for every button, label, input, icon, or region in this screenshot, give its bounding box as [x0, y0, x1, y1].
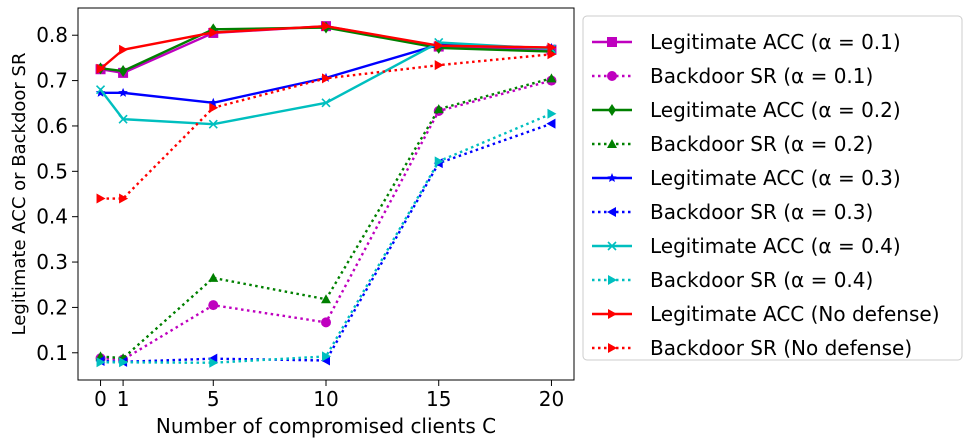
data-point [119, 357, 129, 368]
x-axis: 0 1 5 10 15 20 [94, 380, 564, 411]
legend-item: Legitimate ACC (No defense) [592, 302, 940, 326]
y-tick-label: 0.4 [36, 205, 68, 229]
x-tick-label: 10 [313, 387, 338, 411]
data-point [119, 65, 128, 78]
legend: Legitimate ACC (α = 0.1) Backdoor SR (α =… [582, 15, 963, 361]
legend-label: Legitimate ACC (No defense) [650, 302, 940, 326]
x-tick-label: 15 [426, 387, 451, 411]
x-axis-label: Number of compromised clients C [156, 414, 496, 438]
legend-label: Legitimate ACC (α = 0.2) [650, 98, 901, 122]
series-legitimate-acc-no-defense [96, 21, 557, 74]
y-tick-label: 0.1 [36, 341, 68, 365]
data-point [547, 108, 557, 119]
data-point [208, 272, 219, 282]
data-point [322, 351, 331, 362]
data-point [208, 119, 218, 129]
data-point [118, 87, 128, 97]
data-point [608, 104, 616, 116]
data-point [607, 37, 617, 47]
data-point [546, 73, 557, 83]
data-point [95, 85, 106, 95]
data-point [96, 63, 106, 74]
data-point [119, 193, 129, 204]
y-tick-label: 0.7 [36, 69, 68, 93]
legend-label: Backdoor SR (α = 0.1) [650, 64, 873, 88]
x-tick-label: 0 [94, 387, 107, 411]
legend-label: Legitimate ACC (α = 0.1) [650, 30, 901, 54]
data-point [607, 139, 617, 148]
series-line [99, 41, 552, 126]
data-point [321, 98, 331, 108]
data-point [434, 60, 444, 71]
y-axis-label: Legitimate ACC or Backdoor SR [9, 53, 30, 336]
legend-label: Backdoor SR (No defense) [650, 336, 912, 360]
legend-item: Backdoor SR (α = 0.1) [592, 64, 873, 88]
legend-item: Legitimate ACC (α = 0.3) [592, 166, 901, 190]
series-legitimate-acc-0-4 [95, 37, 557, 129]
data-point [208, 300, 219, 311]
data-point [321, 294, 331, 304]
x-tick-label: 20 [539, 387, 564, 411]
legend-item: Backdoor SR (α = 0.2) [592, 132, 873, 156]
y-tick-label: 0.6 [36, 114, 68, 138]
data-point [547, 49, 557, 60]
y-axis: 0.1 0.2 0.3 0.4 0.5 0.6 0.7 0.8 [36, 23, 78, 365]
y-tick-label: 0.3 [36, 250, 68, 274]
data-point [209, 27, 219, 38]
legend-item: Legitimate ACC (α = 0.4) [592, 234, 901, 258]
data-point [209, 357, 219, 368]
data-point [96, 193, 106, 204]
legend-item: Backdoor SR (α = 0.4) [592, 268, 873, 292]
data-point [95, 87, 106, 97]
legend-label: Backdoor SR (α = 0.2) [650, 132, 873, 156]
data-point [434, 156, 444, 167]
x-tick-label: 5 [207, 387, 220, 411]
legend-item: Legitimate ACC (α = 0.1) [592, 30, 901, 54]
legend-item: Backdoor SR (α = 0.3) [592, 200, 873, 224]
legend-item: Backdoor SR (No defense) [592, 336, 912, 360]
data-point [118, 114, 128, 124]
series-backdoor-sr-0-4 [96, 108, 557, 368]
data-point [608, 275, 617, 285]
data-point [608, 309, 617, 319]
data-point [607, 71, 617, 81]
data-point [119, 44, 129, 55]
data-point [433, 104, 444, 114]
data-point [322, 21, 331, 32]
data-point [321, 317, 331, 328]
data-point [546, 118, 556, 129]
series-layer [95, 21, 557, 368]
legend-label: Legitimate ACC (α = 0.4) [650, 234, 901, 258]
y-tick-label: 0.2 [36, 295, 68, 319]
legend-label: Legitimate ACC (α = 0.3) [650, 166, 901, 190]
legend-frame [582, 15, 963, 361]
x-tick-label: 1 [117, 387, 130, 411]
data-point [208, 97, 219, 107]
legend-label: Backdoor SR (α = 0.3) [650, 200, 873, 224]
data-point [608, 343, 617, 353]
data-point [547, 42, 557, 53]
data-point [607, 241, 617, 251]
data-point [209, 23, 218, 36]
series-backdoor-sr-no-defense [96, 49, 557, 204]
data-point [607, 207, 616, 217]
data-point [434, 40, 444, 51]
data-point [209, 102, 219, 113]
y-tick-label: 0.5 [36, 159, 68, 183]
legend-item: Legitimate ACC (α = 0.2) [592, 98, 901, 122]
legend-label: Backdoor SR (α = 0.4) [650, 268, 873, 292]
data-point [96, 357, 106, 368]
data-point [322, 73, 331, 84]
data-point [607, 173, 617, 183]
y-tick-label: 0.8 [36, 23, 68, 47]
